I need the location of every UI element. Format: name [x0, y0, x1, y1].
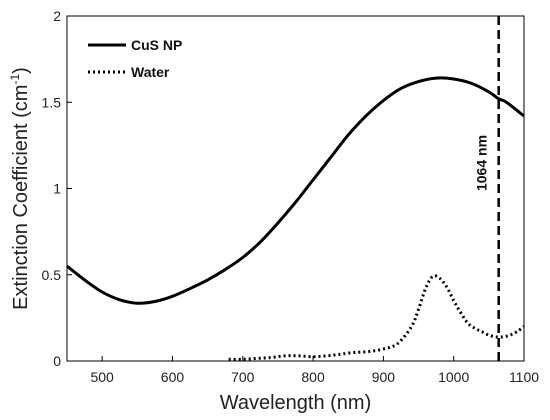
- y-axis-title-superscript: -1: [8, 74, 22, 85]
- y-tick-label: 0: [53, 353, 61, 369]
- y-axis-title: Extinction Coefficient (cm-1): [8, 67, 32, 310]
- series-line-water: [228, 274, 525, 361]
- legend: CuS NP Water: [88, 37, 182, 80]
- y-tick-label: 1.5: [42, 94, 62, 110]
- x-tick-label: 1000: [438, 369, 469, 385]
- x-tick-label: 800: [301, 369, 325, 385]
- x-tick-label: 700: [231, 369, 255, 385]
- y-tick-label: 1: [53, 181, 61, 197]
- y-axis-title-end: ): [10, 67, 32, 74]
- legend-label-cus-np: CuS NP: [131, 37, 182, 53]
- x-tick-label: 900: [372, 369, 396, 385]
- y-tick-label: 2: [53, 8, 61, 24]
- x-tick-label: 600: [161, 369, 185, 385]
- x-tick-label: 500: [90, 369, 114, 385]
- vline-label: 1064 nm: [474, 135, 490, 191]
- series-line-cus-np: [66, 76, 525, 305]
- x-axis-ticks: 500 600 700 800 900 1000 1100: [90, 356, 539, 385]
- y-axis-ticks: 0 0.5 1 1.5 2: [42, 8, 72, 369]
- x-axis-title: Wavelength (nm): [220, 392, 372, 414]
- legend-label-water: Water: [131, 64, 170, 80]
- x-tick-label: 1100: [509, 369, 539, 385]
- y-tick-label: 0.5: [42, 267, 62, 283]
